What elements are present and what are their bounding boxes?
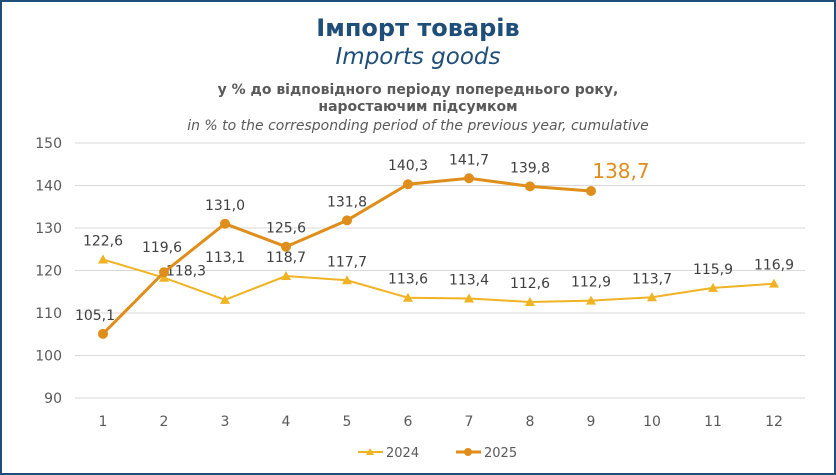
chart-subtitle: Imports goods [335,44,501,70]
chart-description-ua: у % до відповідного періоду попереднього… [2,82,834,116]
x-tick-label: 4 [282,414,291,430]
data-point-2024 [708,282,718,292]
data-label-2024: 113,1 [205,250,245,266]
y-tick-label: 130 [35,221,62,237]
data-point-2025 [281,241,291,252]
data-point-2025 [159,267,169,278]
data-label-2024: 113,4 [449,273,489,289]
description-ua-line1: у % до відповідного періоду попереднього… [217,82,619,98]
data-label-2025: 119,6 [142,240,182,256]
data-point-2024 [769,278,779,288]
y-tick-label: 140 [35,179,62,195]
data-label-2024: 122,6 [83,233,123,249]
x-tick-label: 9 [587,414,596,430]
data-label-2024: 115,9 [693,262,733,278]
x-tick-label: 10 [643,414,661,430]
data-point-2025 [525,181,535,192]
data-point-2025 [586,186,596,197]
data-point-2025 [464,173,474,184]
data-label-2024: 112,6 [510,276,550,292]
data-label-2025: 138,7 [592,159,649,183]
x-tick-label: 1 [99,414,108,430]
data-label-2024: 117,7 [327,254,367,270]
legend-label-2024: 2024 [386,446,419,461]
x-tick-label: 3 [221,414,230,430]
x-tick-label: 7 [465,414,474,430]
y-tick-label: 120 [35,264,62,280]
data-point-2025 [403,179,413,190]
chart-description-en: in % to the corresponding period of the … [187,118,649,134]
x-tick-label: 11 [704,414,722,430]
data-point-2024 [220,294,230,304]
data-label-2025: 105,1 [75,308,115,324]
x-tick-label: 5 [343,414,352,430]
data-label-2024: 112,9 [571,275,611,291]
data-point-2024 [403,292,413,302]
data-point-2025 [220,218,230,229]
data-label-2024: 113,7 [632,271,672,287]
data-label-2024: 118,3 [166,264,206,280]
y-tick-label: 150 [35,136,62,152]
series-line-2024 [102,258,775,303]
y-tick-label: 90 [44,391,62,407]
data-label-2025: 125,6 [266,221,306,237]
data-label-2024: 116,9 [754,258,794,274]
description-ua-line2: наростаючим підсумком [318,99,518,115]
data-label-2025: 131,8 [327,194,367,210]
data-point-2025 [98,328,108,339]
legend-circle-icon [464,448,472,456]
x-tick-label: 8 [526,414,535,430]
data-point-2024 [525,296,535,306]
data-point-2024 [159,272,169,282]
chart-title: Імпорт товарів [316,14,520,42]
data-point-2024 [464,293,474,303]
x-tick-label: 12 [765,414,783,430]
data-label-2025: 141,7 [449,152,489,168]
data-label-2024: 118,7 [266,250,306,266]
data-point-2025 [342,215,352,226]
data-label-2025: 140,3 [388,158,428,174]
legend-triangle-icon [366,448,374,455]
data-point-2024 [342,275,352,285]
y-tick-label: 100 [35,349,62,365]
y-tick-label: 110 [35,306,62,322]
data-point-2024 [647,292,657,302]
legend-label-2025: 2025 [484,446,517,461]
data-point-2024 [98,254,108,264]
data-label-2025: 139,8 [510,160,550,176]
x-tick-label: 2 [160,414,169,430]
data-point-2024 [281,271,291,281]
data-label-2024: 113,6 [388,272,428,288]
data-point-2024 [586,295,596,305]
data-label-2025: 131,0 [205,198,245,214]
x-tick-label: 6 [404,414,413,430]
